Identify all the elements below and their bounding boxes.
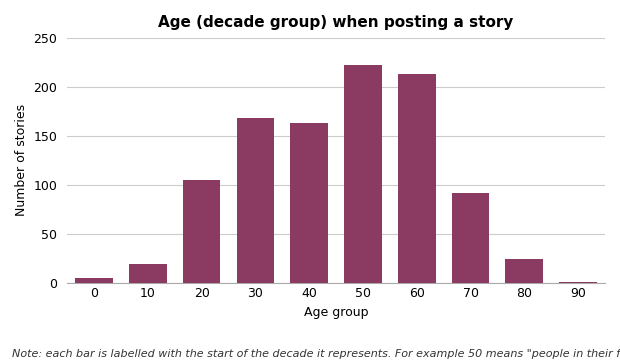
Bar: [129, 264, 167, 282]
Bar: [237, 118, 274, 282]
Title: Age (decade group) when posting a story: Age (decade group) when posting a story: [158, 15, 514, 30]
Y-axis label: Number of stories: Number of stories: [15, 104, 28, 216]
Bar: [183, 180, 221, 282]
Bar: [452, 193, 489, 282]
Bar: [75, 278, 113, 282]
Bar: [290, 123, 328, 282]
Bar: [344, 65, 382, 282]
X-axis label: Age group: Age group: [304, 306, 368, 319]
Text: Note: each bar is labelled with the start of the decade it represents. For examp: Note: each bar is labelled with the star…: [12, 349, 620, 359]
Bar: [505, 259, 543, 282]
Bar: [398, 74, 436, 282]
